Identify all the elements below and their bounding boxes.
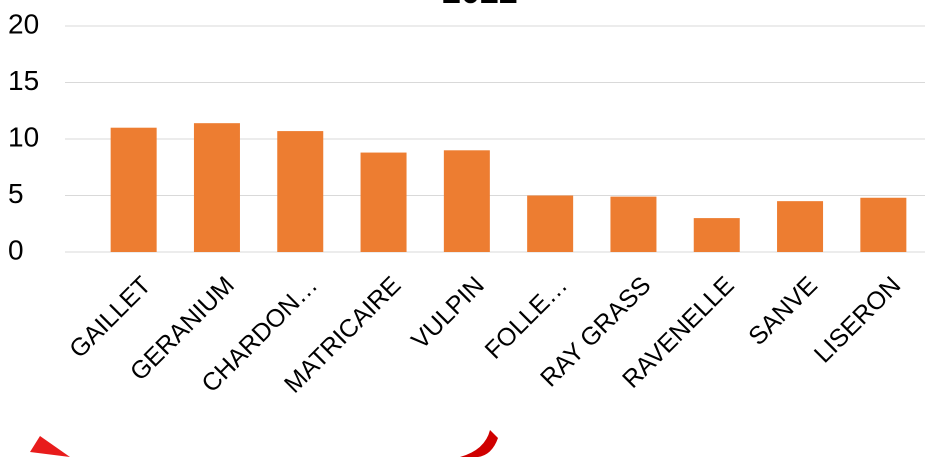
bar <box>360 152 407 252</box>
bar <box>860 197 907 252</box>
y-tick-label: 0 <box>8 234 24 265</box>
y-tick-label: 20 <box>8 8 39 39</box>
x-tick-label: VULPIN <box>406 271 490 355</box>
y-tick-label: 15 <box>8 65 39 96</box>
y-tick-label: 5 <box>8 178 24 209</box>
chart-title: 2022 <box>442 0 518 11</box>
arrow-decoration <box>460 430 498 457</box>
bar <box>693 218 740 252</box>
x-tick-label: LISERON <box>809 271 906 368</box>
bar <box>277 131 324 252</box>
bar <box>610 196 657 252</box>
bar <box>193 123 240 253</box>
y-tick-label: 10 <box>8 121 39 152</box>
bar <box>443 150 490 252</box>
bar <box>110 127 157 252</box>
arrow-decoration <box>30 436 70 457</box>
bar <box>777 201 824 252</box>
x-tick-label: SANVE <box>743 271 823 351</box>
bar <box>527 195 574 252</box>
